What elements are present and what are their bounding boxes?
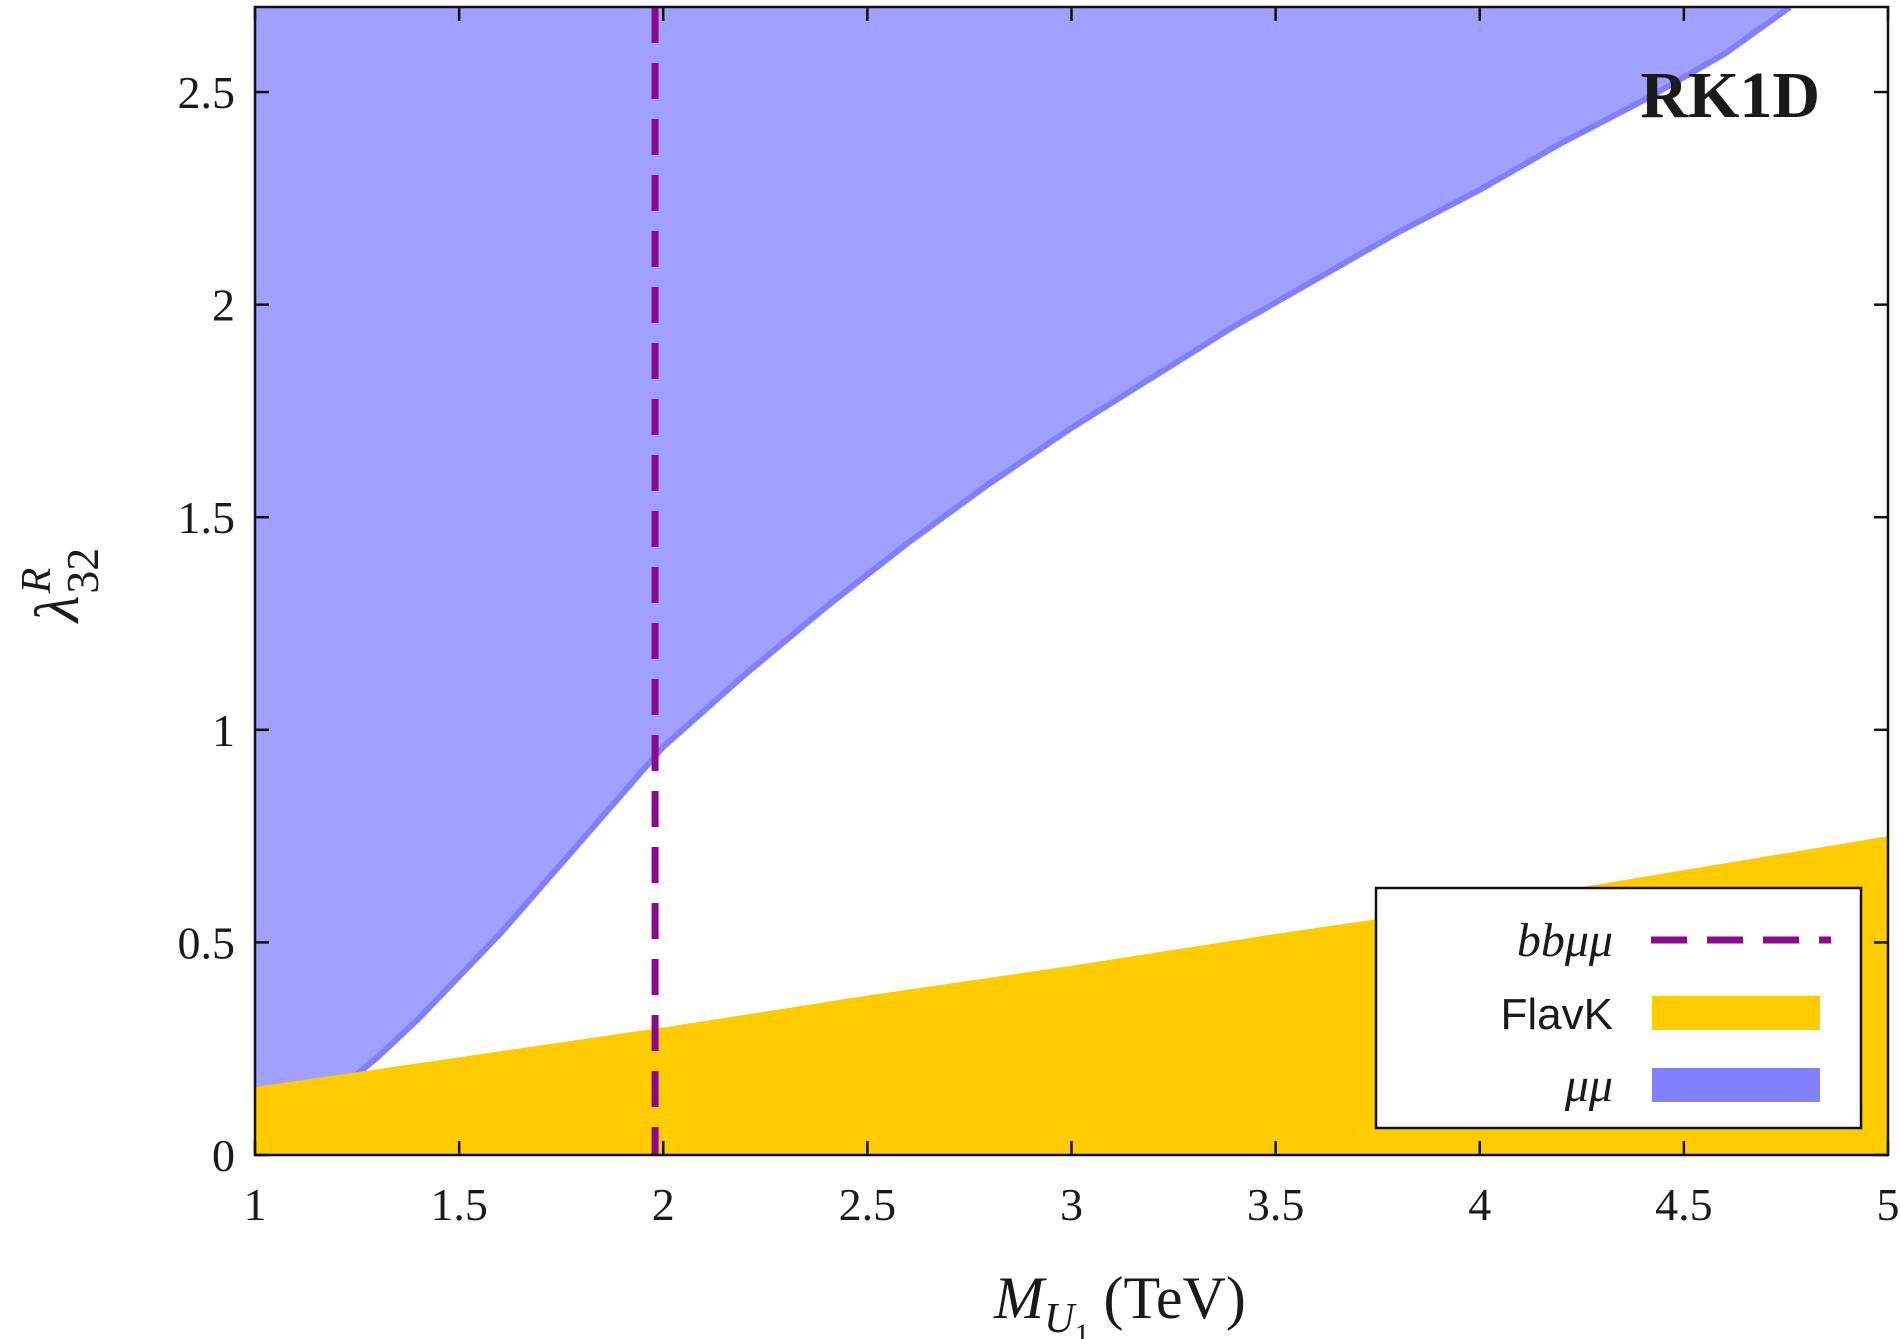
y-axis-title: λR32: [14, 548, 108, 625]
x-tick-label: 4: [1468, 1179, 1491, 1230]
x-tick-label: 1.5: [430, 1179, 488, 1230]
legend-label: μμ: [1564, 1059, 1613, 1112]
axis-ticks: 1 1.5 2 2.5 3 3.5 4 4.5 5 0 0.5 1 1.5 2 2.5: [178, 7, 1900, 1230]
panel-tag: RK1D: [1640, 59, 1820, 132]
legend-swatch: [1652, 996, 1820, 1030]
x-tick-label: 2: [652, 1179, 675, 1230]
y-axis-title-text: λR32: [14, 548, 108, 625]
x-axis-title: MU1(TeV): [993, 1265, 1246, 1339]
y-tick-label: 1: [212, 705, 235, 756]
legend-label: bbμμ: [1517, 914, 1613, 967]
y-tick-label: 2.5: [178, 67, 236, 118]
y-tick-label: 2: [212, 280, 235, 331]
y-tick-label: 0.5: [178, 917, 236, 968]
x-tick-label: 1: [244, 1179, 267, 1230]
legend-label: FlavK: [1501, 990, 1613, 1039]
legend-swatch: [1652, 1068, 1820, 1102]
x-tick-label: 5: [1877, 1179, 1900, 1230]
mumu-excluded-region: [255, 7, 1791, 1147]
mumu-boundary-line: [255, 7, 1792, 1150]
y-tick-label: 0: [212, 1130, 235, 1181]
legend: bbμμ FlavK μμ: [1374, 886, 1863, 1130]
y-tick-label: 1.5: [178, 492, 236, 543]
x-tick-label: 3.5: [1247, 1179, 1305, 1230]
x-tick-label: 4.5: [1655, 1179, 1713, 1230]
x-tick-label: 3: [1060, 1179, 1083, 1230]
x-tick-label: 2.5: [839, 1179, 897, 1230]
x-axis-title-text: MU1(TeV): [993, 1265, 1246, 1339]
